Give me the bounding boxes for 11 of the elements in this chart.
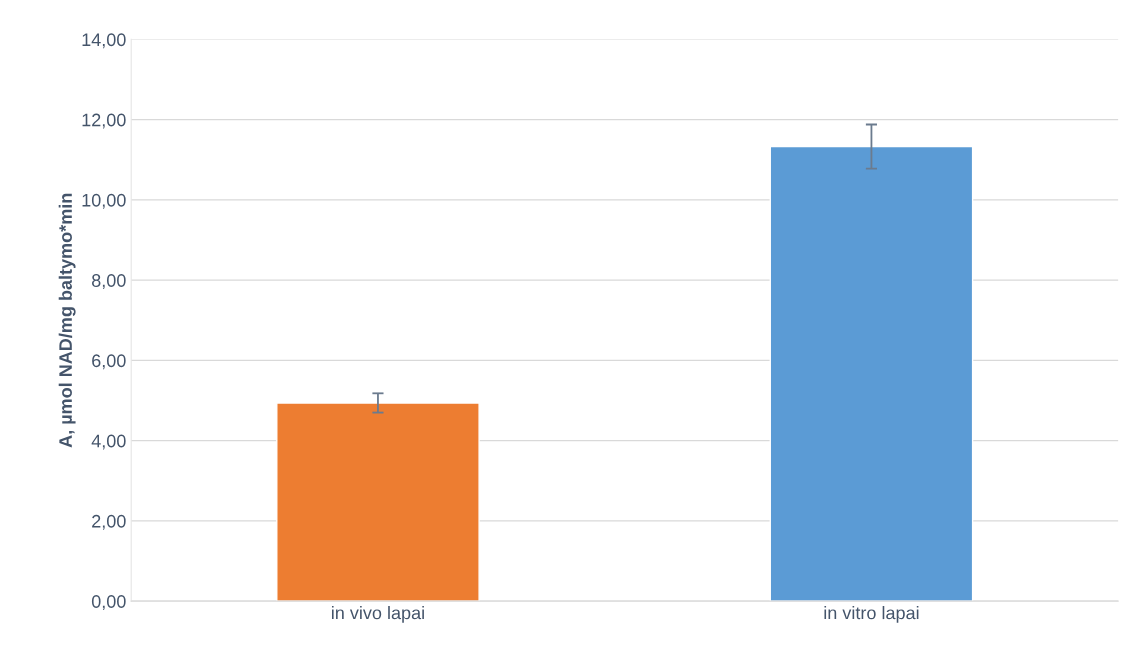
x-tick-label: in vitro lapai [824,606,919,623]
y-tick-label: 0,00 [91,595,126,611]
y-axis-title: A, µmol NAD/mg baltymo*min [58,193,76,448]
y-tick-label: 2,00 [92,514,126,530]
y-tick-label: 6,00 [92,354,126,370]
y-tick-label: 10,00 [82,193,126,209]
y-tick-label: 8,00 [92,274,126,290]
y-tick-label: 4,00 [91,434,126,450]
y-tick-label: 12,00 [82,113,126,129]
x-tick-label: in vivo lapai [331,606,424,623]
y-tick-label: 14,00 [82,33,126,49]
